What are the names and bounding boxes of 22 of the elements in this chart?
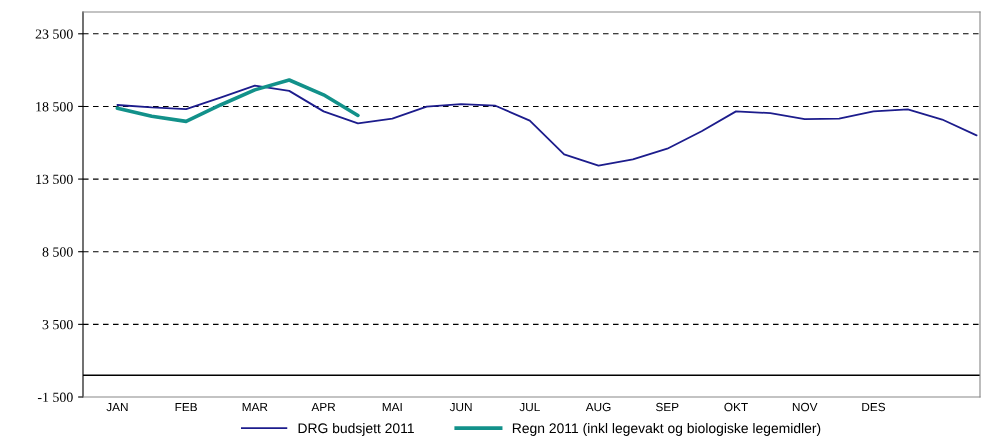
x-tick-label: FEB <box>175 402 197 412</box>
x-tick-label: MAI <box>382 402 402 412</box>
line-series <box>116 84 978 167</box>
x-tick-label: AUG <box>585 402 611 412</box>
y-tick-label: 18 500 <box>36 102 73 112</box>
x-tick-label: MAR <box>242 402 268 412</box>
legend-label: Regn 2011 (inkl legevakt og biologiske legemidler) <box>512 422 821 436</box>
x-tick-label: DES <box>862 402 886 412</box>
x-tick-label: JAN <box>106 402 128 412</box>
y-tick-label: 13 500 <box>36 174 73 185</box>
y-tick-label: -1 500 <box>37 392 73 402</box>
y-tick-label: 23 500 <box>35 29 73 39</box>
x-tick-label: APR <box>311 402 336 412</box>
x-tick-label: OKT <box>724 402 748 412</box>
x-tick-label: SEP <box>655 402 679 412</box>
y-tick-label: 3 500 <box>42 319 73 330</box>
y-tick-label: 8 500 <box>42 247 73 257</box>
x-tick-label: NOV <box>792 402 818 412</box>
x-tick-label: JUL <box>519 402 540 412</box>
legend-label: DRG budsjett 2011 <box>298 422 414 436</box>
x-tick-label: JUN <box>449 402 472 412</box>
line-series <box>115 78 360 124</box>
